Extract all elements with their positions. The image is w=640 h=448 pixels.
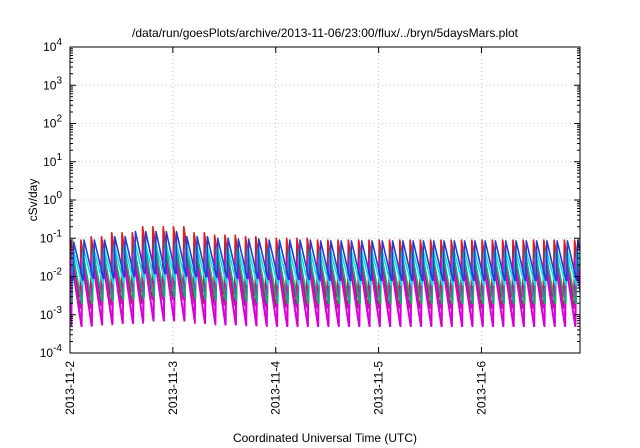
x-tick-label: 2013-11-2 [63, 361, 77, 415]
y-axis-label: cSv/day [26, 179, 40, 222]
series-line [72, 230, 580, 281]
x-tick-label: 2013-11-6 [474, 361, 488, 415]
chart-title: /data/run/goesPlots/archive/2013-11-06/2… [132, 26, 519, 40]
series-group [70, 225, 580, 328]
x-axis-label: Coordinated Universal Time (UTC) [233, 431, 417, 445]
x-tick-label: 2013-11-4 [269, 361, 283, 415]
x-tick-label: 2013-11-5 [372, 361, 386, 415]
x-tick-label: 2013-11-3 [166, 361, 180, 415]
